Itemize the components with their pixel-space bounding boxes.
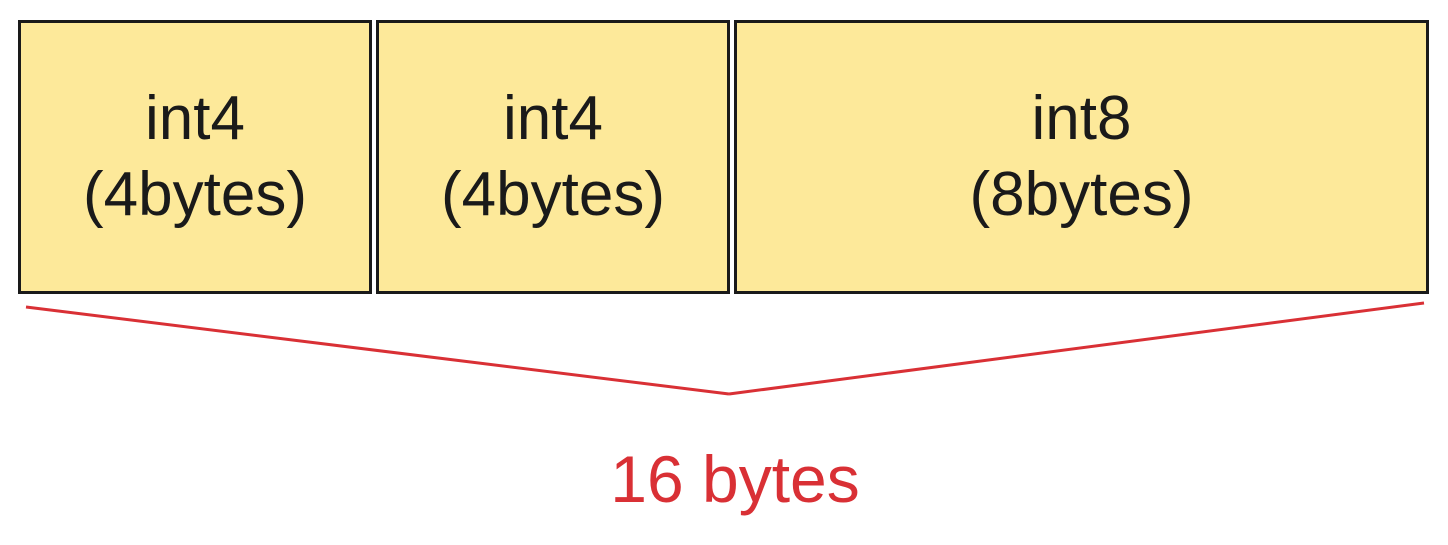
field-size-label: (8bytes) <box>969 160 1194 229</box>
field-size-label: (4bytes) <box>83 160 307 229</box>
field-block-int8: int8 (8bytes) <box>734 20 1429 294</box>
brace-right-line <box>728 301 1425 396</box>
field-type-label: int4 <box>145 84 245 154</box>
field-type-label: int4 <box>503 84 603 154</box>
field-type-label: int8 <box>1031 84 1132 154</box>
field-block-int4-first: int4 (4bytes) <box>18 20 372 294</box>
brace-left-line <box>25 305 730 396</box>
field-size-label: (4bytes) <box>441 160 665 229</box>
field-block-int4-second: int4 (4bytes) <box>376 20 730 294</box>
total-size-label: 16 bytes <box>610 442 860 516</box>
